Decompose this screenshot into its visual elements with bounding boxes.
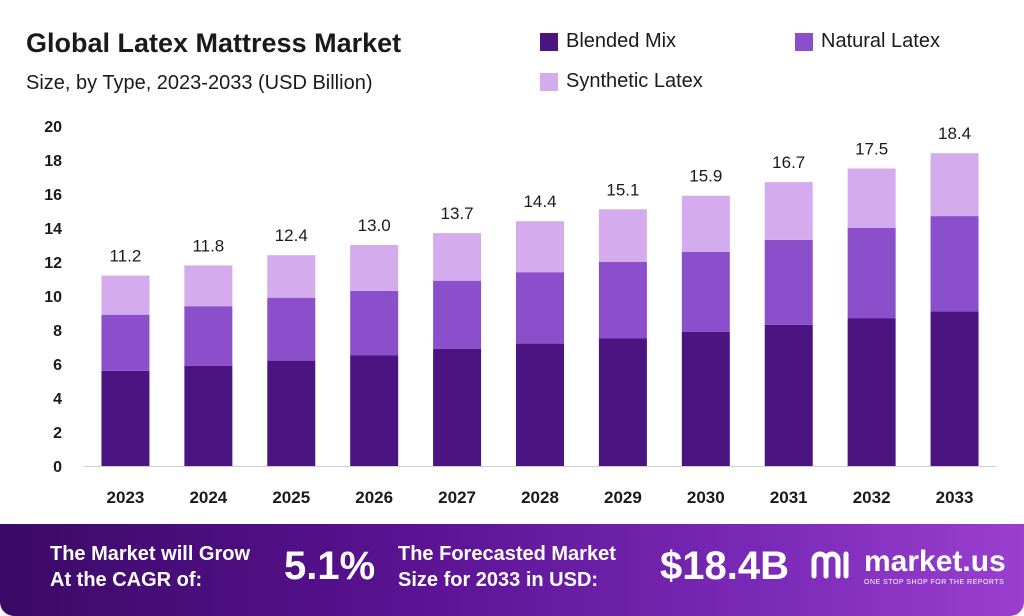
- x-tick-label: 2026: [355, 488, 393, 507]
- y-tick-label: 6: [53, 357, 62, 374]
- bar-segment-blended-mix: [350, 355, 399, 466]
- bar-total-label: 11.8: [192, 236, 224, 255]
- bar-segment-synthetic-latex: [764, 182, 813, 240]
- forecast-label-line2: Size for 2033 in USD:: [398, 569, 599, 591]
- bar-segment-blended-mix: [681, 331, 730, 466]
- x-tick-label: 2023: [107, 488, 145, 507]
- bar-segment-blended-mix: [101, 370, 150, 466]
- bar-segment-synthetic-latex: [930, 153, 979, 217]
- y-tick-label: 0: [53, 459, 62, 476]
- bar-total-label: 12.4: [275, 226, 308, 245]
- cagr-label-line2: At the CAGR of:: [50, 569, 203, 591]
- x-tick-label: 2029: [604, 488, 642, 507]
- y-tick-label: 18: [44, 153, 62, 170]
- chart-subtitle: Size, by Type, 2023-2033 (USD Billion): [26, 72, 373, 94]
- bar-segment-blended-mix: [598, 338, 647, 466]
- bar-segment-blended-mix: [433, 348, 482, 466]
- x-tick-label: 2027: [438, 488, 476, 507]
- bar-segment-natural-latex: [847, 228, 896, 319]
- bar-segment-synthetic-latex: [350, 245, 399, 291]
- legend-label-synthetic-latex: Synthetic Latex: [566, 70, 703, 92]
- legend-label-blended-mix: Blended Mix: [566, 30, 677, 52]
- bar-total-label: 13.7: [441, 204, 474, 223]
- bar-segment-natural-latex: [433, 280, 482, 349]
- bar-segment-synthetic-latex: [847, 168, 896, 228]
- bar-segment-natural-latex: [764, 239, 813, 325]
- market-us-logo-icon: [811, 551, 849, 579]
- bar-segment-synthetic-latex: [101, 275, 150, 315]
- cagr-value: 5.1%: [284, 544, 376, 588]
- market-us-logo: market.us ONE STOP SHOP FOR THE REPORTS: [808, 546, 1006, 586]
- x-tick-label: 2033: [936, 488, 974, 507]
- bar-total-label: 14.4: [523, 192, 556, 211]
- y-tick-label: 8: [53, 323, 62, 340]
- bar-segment-blended-mix: [516, 343, 564, 466]
- bar-segment-blended-mix: [930, 311, 979, 466]
- chart-title: Global Latex Mattress Market: [26, 28, 402, 58]
- y-tick-label: 16: [44, 187, 62, 204]
- bar-segment-blended-mix: [267, 360, 316, 466]
- bar-segment-blended-mix: [847, 318, 896, 466]
- y-tick-label: 14: [44, 221, 62, 238]
- bar-total-label: 18.4: [938, 124, 971, 143]
- bar-total-label: 15.1: [606, 180, 639, 199]
- bar-segment-synthetic-latex: [516, 221, 564, 273]
- x-tick-label: 2025: [272, 488, 310, 507]
- forecast-value: $18.4B: [660, 544, 789, 588]
- y-tick-label: 10: [44, 289, 62, 306]
- bar-segment-blended-mix: [184, 365, 233, 466]
- legend-label-natural-latex: Natural Latex: [821, 30, 940, 52]
- legend-blended-mix: Blended Mix: [540, 30, 676, 53]
- bar-segment-synthetic-latex: [681, 195, 730, 252]
- bar-segment-natural-latex: [681, 251, 730, 332]
- y-tick-label: 20: [44, 119, 62, 136]
- bar-segment-natural-latex: [350, 290, 399, 356]
- legend-swatch-natural-latex: [795, 32, 813, 51]
- bar-segment-synthetic-latex: [598, 209, 647, 262]
- cagr-label: The Market will Grow At the CAGR of:: [50, 541, 250, 593]
- bar-total-label: 16.7: [772, 153, 805, 172]
- bar-segment-synthetic-latex: [433, 233, 482, 281]
- legend-synthetic-latex: Synthetic Latex: [540, 70, 703, 93]
- bar-total-label: 13.0: [358, 216, 391, 235]
- logo-tagline: ONE STOP SHOP FOR THE REPORTS: [864, 578, 1005, 586]
- bar-chart: 0 2 4 6 8 10 12 14 16 18 20 11.2 2023 11.8 2024 12.4 202…: [44, 119, 996, 507]
- y-tick-label: 2: [53, 425, 62, 442]
- x-tick-label: 2032: [853, 488, 891, 507]
- y-tick-label: 4: [53, 391, 62, 408]
- bar-segment-natural-latex: [516, 272, 564, 344]
- legend-swatch-synthetic-latex: [540, 72, 558, 91]
- x-tick-label: 2028: [521, 488, 559, 507]
- cagr-label-line1: The Market will Grow: [50, 543, 251, 565]
- bar-segment-synthetic-latex: [184, 265, 233, 307]
- bar-segment-natural-latex: [267, 297, 316, 361]
- y-tick-label: 12: [44, 255, 62, 272]
- legend-natural-latex: Natural Latex: [795, 30, 940, 53]
- x-tick-label: 2030: [687, 488, 725, 507]
- bar-segment-natural-latex: [101, 314, 150, 371]
- x-tick-label: 2031: [770, 488, 808, 507]
- bar-total-label: 11.2: [110, 247, 142, 266]
- x-tick-label: 2024: [189, 488, 227, 507]
- bar-segment-synthetic-latex: [267, 255, 316, 298]
- forecast-label-line1: The Forecasted Market: [398, 543, 616, 565]
- bar-segment-natural-latex: [930, 216, 979, 312]
- bar-segment-natural-latex: [184, 306, 233, 366]
- bar-total-label: 15.9: [689, 167, 722, 186]
- bar-segment-natural-latex: [598, 262, 647, 339]
- bar-total-label: 17.5: [855, 140, 888, 159]
- logo-wordmark: market.us: [864, 544, 1006, 578]
- legend-swatch-blended-mix: [540, 32, 558, 51]
- bar-segment-blended-mix: [764, 324, 813, 466]
- forecast-label: The Forecasted Market Size for 2033 in U…: [398, 541, 616, 593]
- footer-banner: [0, 524, 1024, 616]
